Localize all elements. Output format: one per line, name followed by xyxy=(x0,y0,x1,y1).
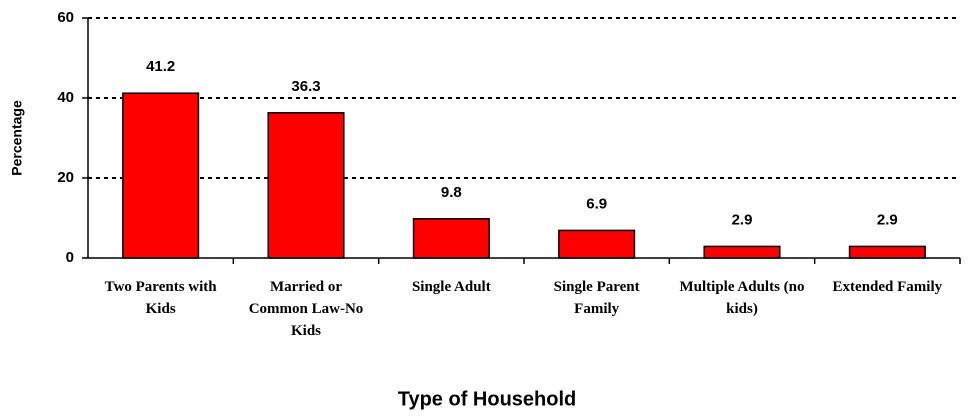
x-tick-label: Single Parent Family xyxy=(553,279,640,317)
y-tick-label: 60 xyxy=(57,9,74,26)
y-tick-label: 0 xyxy=(66,249,74,266)
bar xyxy=(122,92,200,259)
x-tick-label: Multiple Adults (no kids) xyxy=(679,279,805,317)
y-tick-label: 40 xyxy=(57,89,74,106)
bar xyxy=(412,218,490,259)
y-axis-label: Percentage xyxy=(9,100,25,176)
value-label: 2.9 xyxy=(877,211,898,228)
x-axis-label: Type of Household xyxy=(398,388,577,410)
x-tick-label: Two Parents with Kids xyxy=(104,279,217,317)
bar xyxy=(703,245,781,259)
x-tick-label: Single Adult xyxy=(411,279,491,295)
value-label: 6.9 xyxy=(586,195,607,212)
x-tick-label: Extended Family xyxy=(832,279,943,295)
bar xyxy=(558,229,636,259)
y-tick-label: 20 xyxy=(57,169,74,186)
value-label: 36.3 xyxy=(291,78,320,95)
x-tick-label: Married or Common Law-No Kids xyxy=(248,279,364,339)
value-label: 41.2 xyxy=(146,58,175,75)
bar xyxy=(848,245,926,259)
value-label: 9.8 xyxy=(441,184,462,201)
bar xyxy=(267,112,345,259)
value-label: 2.9 xyxy=(732,211,753,228)
